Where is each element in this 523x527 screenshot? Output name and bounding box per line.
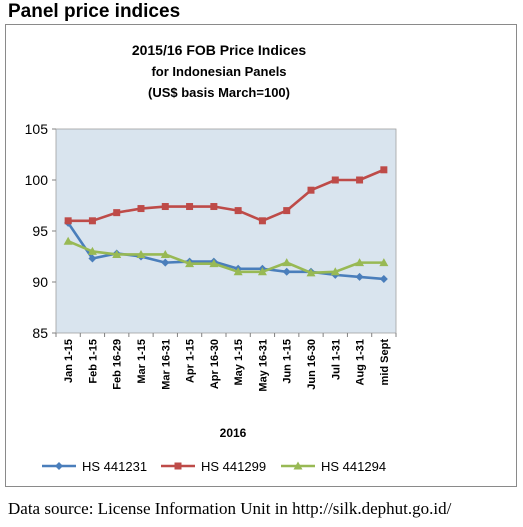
x-tick-label: Apr 16-30 [209,339,221,389]
data-point [185,259,195,268]
data-point [160,249,170,258]
data-point [380,166,388,174]
data-point [379,274,388,283]
data-point [356,176,364,184]
x-tick-label: Mar 16-31 [160,339,172,390]
data-point [63,236,73,245]
data-point [64,217,72,225]
data-point [186,203,194,211]
data-point [307,186,315,194]
series-line-hs-441299 [68,168,385,223]
data-point [113,209,121,217]
data-point [137,205,145,213]
data-point [88,217,96,225]
data-point [210,203,218,211]
data-point [331,176,339,184]
data-point [355,272,364,281]
legend-swatch-marker [55,462,63,470]
data-point [330,267,340,276]
data-point [282,267,291,276]
data-point [283,207,291,215]
data-point [379,258,389,267]
x-tick-label: Mar 1-15 [136,339,148,384]
legend-entry-label: HS 441231 [82,459,147,474]
data-point [306,268,316,277]
data-point [209,259,219,268]
legend-entry-label: HS 441294 [321,459,386,474]
legend-swatch-marker [293,461,303,470]
x-tick-label: Feb 1-15 [87,339,99,384]
x-tick-label: Jun 16-30 [306,339,318,390]
data-source-note: Data source: License Information Unit in… [8,499,452,518]
chart-title-line-1: 2015/16 FOB Price Indices [132,42,307,58]
x-tick-label: Jun 1-15 [282,339,294,384]
y-tick-label: 105 [25,121,49,137]
data-point [161,203,169,211]
data-point [258,217,266,225]
x-tick-label: mid Sept [379,339,391,386]
data-point [136,249,146,258]
x-tick-label: Jan 1-15 [63,339,75,383]
x-tick-label: Feb 16-29 [112,339,124,390]
chart-title-line-3: (US$ basis March=100) [148,85,290,100]
line-chart: 2015/16 FOB Price Indices for Indonesian… [25,42,397,474]
series-line-hs-441294 [67,240,384,275]
page-heading: Panel price indices [8,1,181,22]
data-point [87,246,97,255]
y-tick-label: 90 [32,274,48,290]
data-point [234,207,242,215]
data-point [233,267,243,276]
data-point [282,258,292,267]
x-tick-label: Aug 1-31 [355,339,367,385]
x-tick-label: May 16-31 [257,339,269,392]
data-point [257,267,267,276]
x-tick-label: Apr 1-15 [185,339,197,383]
data-point [355,258,365,267]
y-tick-label: 85 [32,325,48,341]
x-tick-label: Jul 1-31 [330,339,342,380]
chart-title-line-2: for Indonesian Panels [151,64,286,79]
y-tick-label: 95 [32,223,48,239]
x-axis-title: 2016 [220,426,247,440]
x-tick-label: May 1-15 [233,339,245,385]
y-tick-label: 100 [25,172,49,188]
plot-area [55,128,397,334]
legend-swatch-marker [174,462,182,470]
data-point [161,258,170,267]
chart-container: 2015/16 FOB Price Indices for Indonesian… [5,24,517,487]
data-point [112,249,122,258]
legend-entry-label: HS 441299 [201,459,266,474]
